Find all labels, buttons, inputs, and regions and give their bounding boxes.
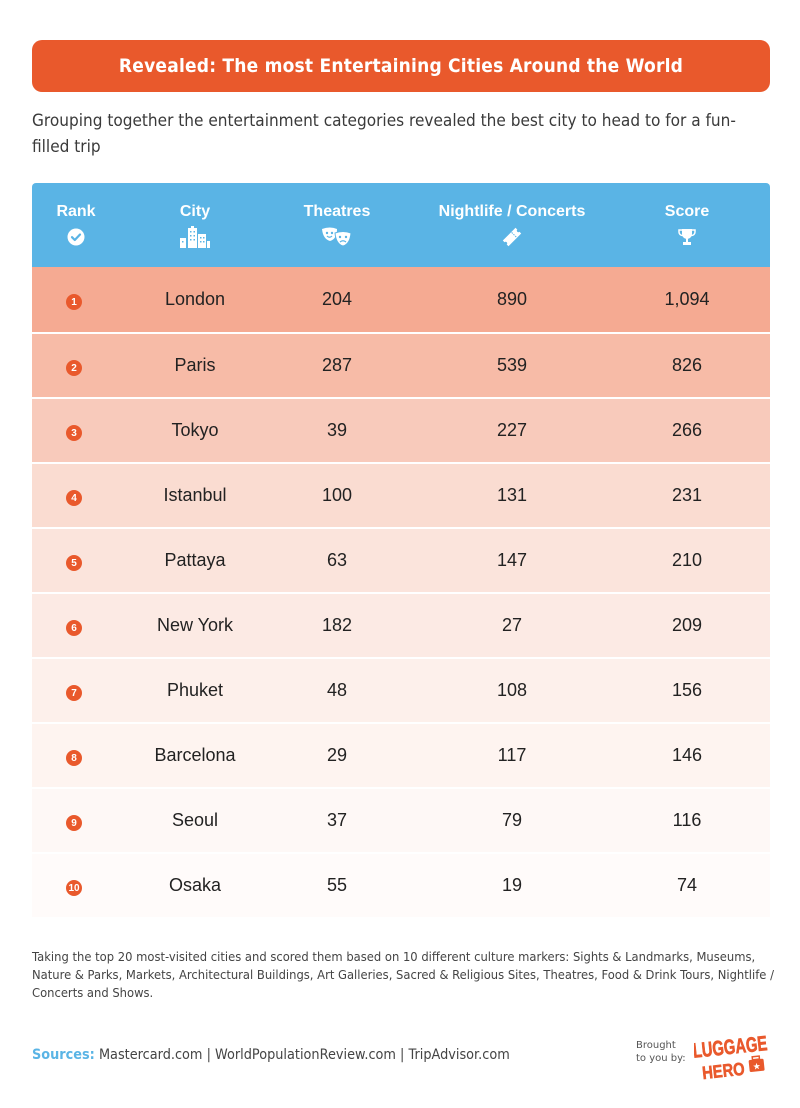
trophy-icon (677, 226, 697, 248)
score-cell: 156 (671, 680, 703, 700)
table-row: 8 Barcelona 29 117 146 (32, 722, 770, 787)
column-header-nightlife: Nightlife / Concerts (404, 183, 620, 267)
theatre-masks-icon (321, 226, 353, 248)
sources-text: Mastercard.com | WorldPopulationReview.c… (98, 1047, 510, 1063)
table-header: Rank City Theatres Nightlife / Concerts … (32, 183, 770, 267)
rank-badge: 3 (66, 425, 82, 442)
rank-badge: 1 (66, 294, 82, 311)
rank-badge: 6 (66, 620, 82, 637)
nightlife-cell: 27 (501, 615, 523, 635)
page-title: Revealed: The most Entertaining Cities A… (118, 55, 684, 77)
nightlife-cell: 117 (497, 745, 527, 765)
rank-badge: 10 (66, 880, 82, 897)
theatres-cell: 204 (321, 289, 353, 309)
svg-text:★: ★ (752, 1062, 761, 1073)
score-cell: 146 (671, 745, 703, 765)
table-row: 9 Seoul 37 79 116 (32, 787, 770, 852)
nightlife-cell: 539 (496, 355, 528, 375)
table-row: 1 London 204 890 1,094 (32, 267, 770, 332)
rank-badge: 9 (66, 815, 82, 832)
theatres-cell: 63 (326, 550, 348, 570)
theatres-cell: 182 (321, 615, 353, 635)
score-cell: 209 (671, 615, 703, 635)
table-row: 6 New York 182 27 209 (32, 592, 770, 657)
city-cell: London (164, 289, 226, 309)
theatres-cell: 100 (321, 485, 353, 505)
nightlife-cell: 108 (496, 680, 528, 700)
city-cell: Phuket (166, 680, 224, 700)
column-header-score: Score (620, 183, 754, 267)
score-cell: 1,094 (664, 289, 710, 309)
rank-badge: 7 (66, 685, 82, 702)
theatres-cell: 29 (326, 745, 348, 765)
rank-badge: 4 (66, 490, 82, 507)
score-cell: 826 (671, 355, 703, 375)
score-cell: 116 (672, 810, 702, 830)
table-row: 3 Tokyo 39 227 266 (32, 397, 770, 462)
theatres-cell: 48 (326, 680, 348, 700)
rankings-table: Rank City Theatres Nightlife / Concerts … (32, 183, 770, 917)
svg-text:HERO: HERO (701, 1059, 746, 1080)
nightlife-cell: 227 (496, 420, 528, 440)
score-cell: 266 (671, 420, 703, 440)
city-cell: Tokyo (171, 420, 219, 440)
nightlife-cell: 19 (501, 875, 523, 895)
luggage-hero-logo: LUGGAGE HERO ★ (691, 1031, 768, 1083)
column-header-city: City (120, 183, 270, 267)
brought-to-you-by: Brought to you by: (636, 1040, 686, 1064)
theatres-cell: 55 (326, 875, 348, 895)
title-banner: Revealed: The most Entertaining Cities A… (32, 40, 770, 92)
rank-badge: 5 (66, 555, 82, 572)
nightlife-cell: 131 (496, 485, 528, 505)
theatres-cell: 287 (321, 355, 353, 375)
table-row: 7 Phuket 48 108 156 (32, 657, 770, 722)
methodology-footnote: Taking the top 20 most-visited cities an… (32, 950, 774, 1000)
nightlife-cell: 79 (501, 810, 523, 830)
table-row: 4 Istanbul 100 131 231 (32, 462, 770, 527)
sources-line: Sources: Mastercard.com | WorldPopulatio… (32, 1047, 510, 1063)
sources-label: Sources: (32, 1047, 95, 1063)
column-header-theatres: Theatres (270, 183, 404, 267)
table-row: 5 Pattaya 63 147 210 (32, 527, 770, 592)
svg-text:LUGGAGE: LUGGAGE (694, 1032, 768, 1062)
city-cell: New York (156, 615, 234, 635)
city-cell: Osaka (168, 875, 222, 895)
table-body: 1 London 204 890 1,094 2 Paris 287 539 8… (32, 267, 770, 917)
nightlife-cell: 147 (496, 550, 528, 570)
check-circle-icon (67, 226, 85, 248)
rank-badge: 2 (66, 360, 82, 377)
theatres-cell: 37 (326, 810, 348, 830)
city-cell: Paris (174, 355, 216, 375)
score-cell: 231 (671, 485, 703, 505)
table-row: 10 Osaka 55 19 74 (32, 852, 770, 917)
score-cell: 210 (671, 550, 703, 570)
subtitle: Grouping together the entertainment cate… (32, 111, 736, 156)
rank-badge: 8 (66, 750, 82, 767)
ticket-icon (500, 226, 524, 248)
nightlife-cell: 890 (496, 289, 528, 309)
table-row: 2 Paris 287 539 826 (32, 332, 770, 397)
theatres-cell: 39 (326, 420, 348, 440)
score-cell: 74 (676, 875, 698, 895)
city-cell: Istanbul (163, 485, 227, 505)
city-cell: Barcelona (154, 745, 236, 765)
city-cell: Seoul (171, 810, 219, 830)
city-buildings-icon (179, 226, 211, 248)
city-cell: Pattaya (164, 550, 226, 570)
column-header-rank: Rank (32, 183, 120, 267)
